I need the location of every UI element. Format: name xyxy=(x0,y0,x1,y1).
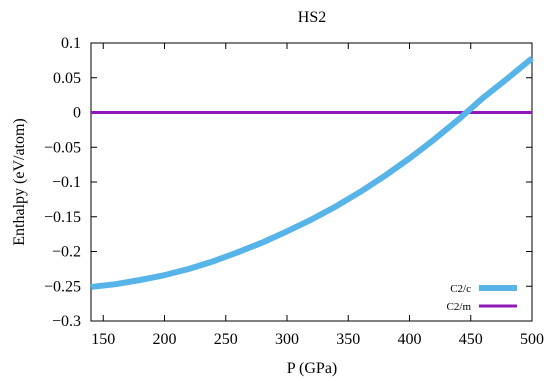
x-tick-label: 450 xyxy=(459,331,483,348)
y-tick-label: −0.25 xyxy=(44,278,81,295)
series-layer xyxy=(90,55,534,290)
series-line-c2-c xyxy=(90,55,534,290)
legend-label: C2/m xyxy=(447,301,472,313)
legend-label: C2/c xyxy=(450,283,471,295)
y-tick-label: 0.1 xyxy=(61,35,81,52)
x-tick-label: 150 xyxy=(91,331,115,348)
y-tick-label: −0.1 xyxy=(52,174,81,191)
y-tick-label: 0.05 xyxy=(53,70,81,87)
y-tick-label: −0.3 xyxy=(52,313,81,330)
chart-title: HS2 xyxy=(298,9,326,26)
y-tick-label: −0.05 xyxy=(44,139,81,156)
y-tick-label: −0.15 xyxy=(44,209,81,226)
x-tick-label: 500 xyxy=(520,331,544,348)
x-tick-label: 400 xyxy=(398,331,422,348)
legend: C2/c C2/m xyxy=(447,283,517,313)
y-tick-label: −0.2 xyxy=(52,244,81,261)
x-tick-label: 200 xyxy=(153,331,177,348)
x-tick-label: 350 xyxy=(336,331,360,348)
y-axis-title: Enthalpy (eV/atom) xyxy=(11,118,28,246)
x-axis-ticks: 150 200 250 300 350 400 450 500 xyxy=(91,43,544,348)
x-tick-label: 300 xyxy=(275,331,299,348)
x-tick-label: 250 xyxy=(214,331,238,348)
y-tick-label: 0 xyxy=(73,105,81,122)
x-axis-title: P (GPa) xyxy=(287,360,338,377)
y-axis-ticks: 0.1 0.05 0 −0.05 −0.1 −0.15 −0.2 −0.25 −0.3 xyxy=(44,35,532,330)
